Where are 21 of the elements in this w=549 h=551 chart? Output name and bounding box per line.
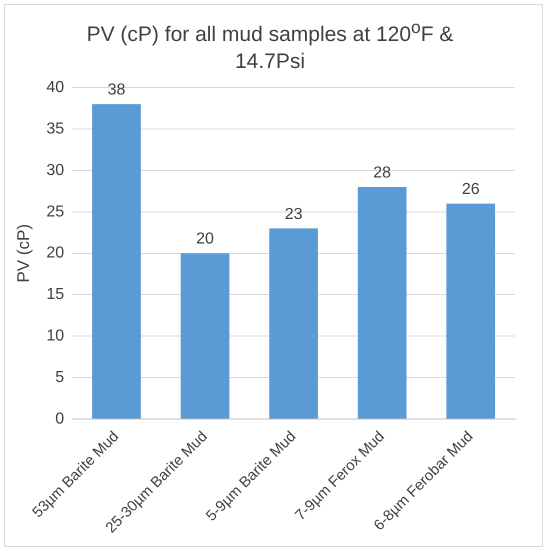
y-tick-label: 0 bbox=[55, 410, 64, 428]
y-tick-label: 15 bbox=[46, 286, 64, 304]
y-tick-label: 40 bbox=[46, 79, 64, 96]
y-tick-label: 20 bbox=[46, 244, 64, 262]
chart-title: PV (cP) for all mud samples at 120$^{o}$F & 14.7Psi bbox=[86, 17, 454, 73]
y-axis-title: PV (cP) bbox=[14, 224, 33, 283]
y-tick-label: 5 bbox=[55, 368, 64, 386]
data-label: 38 bbox=[108, 82, 126, 99]
data-label: 26 bbox=[462, 180, 480, 198]
bar bbox=[446, 204, 496, 418]
y-tick-label: 35 bbox=[46, 120, 64, 138]
y-tick-label: 30 bbox=[46, 162, 64, 179]
bar bbox=[358, 187, 407, 418]
y-tick-label: 25 bbox=[46, 203, 64, 220]
bar bbox=[269, 228, 318, 418]
data-label: 20 bbox=[196, 230, 214, 248]
data-label: 23 bbox=[284, 206, 303, 223]
y-tick-label: 10 bbox=[46, 328, 64, 345]
bar bbox=[92, 104, 141, 418]
bar bbox=[180, 253, 230, 418]
data-label: 28 bbox=[373, 164, 392, 182]
